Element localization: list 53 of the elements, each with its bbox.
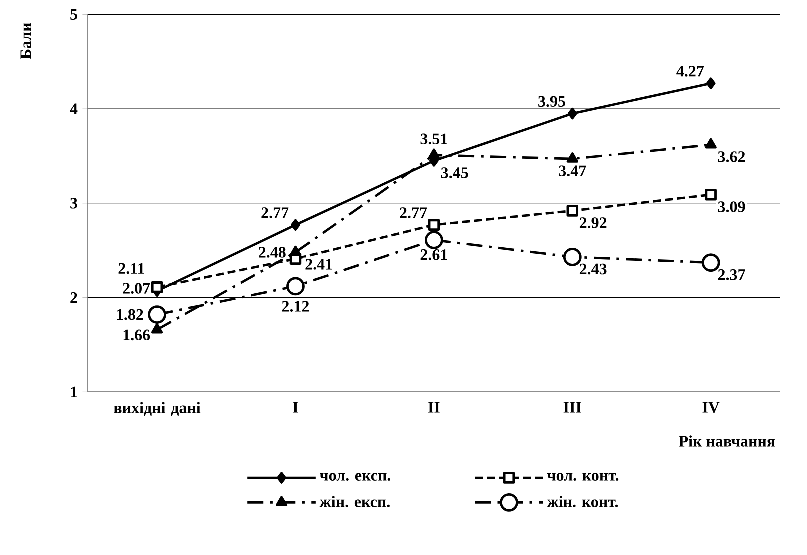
y-tick-label: 5 [70, 9, 78, 20]
data-label: 2.11 [118, 263, 144, 274]
y-tick-label: 1 [71, 386, 78, 398]
data-label: 3.62 [718, 152, 746, 162]
legend-label: жін. конт. [547, 496, 618, 508]
data-label: 3.45 [441, 168, 468, 178]
y-tick-label: 4 [70, 104, 78, 114]
data-label: 4.27 [676, 66, 704, 77]
point [291, 219, 300, 232]
y-tick-label: 3 [70, 198, 78, 209]
data-label: 2.77 [262, 208, 289, 219]
point [566, 152, 578, 163]
point [148, 306, 166, 324]
point [706, 78, 716, 90]
data-label: 2.41 [306, 259, 332, 270]
legend-label: жін. експ. [320, 496, 390, 508]
legend-label: чол. конт. [547, 473, 619, 482]
x-tick-label: II [428, 402, 440, 413]
x-tick-label: I [293, 402, 298, 413]
data-label: 3.95 [538, 96, 566, 108]
x-axis-title: Рік навчання [679, 436, 776, 447]
data-label: 3.09 [718, 202, 746, 213]
data-label: 2.48 [259, 247, 286, 258]
data-label: 3.47 [559, 166, 586, 177]
point [290, 246, 302, 256]
point [151, 282, 164, 294]
data-label: 2.07 [123, 283, 150, 294]
point [424, 231, 444, 250]
point [705, 189, 717, 201]
point [566, 205, 579, 217]
legend-label: чол. експ. [320, 473, 390, 482]
data-label: 3.51 [420, 134, 448, 145]
data-label: 2.12 [282, 301, 310, 312]
data-label: 2.92 [580, 218, 607, 229]
point [568, 108, 578, 120]
point [705, 138, 717, 149]
data-label: 2.37 [718, 270, 746, 280]
data-label: 1.66 [124, 330, 150, 341]
data-label: 2.61 [420, 250, 448, 260]
data-label: 2.43 [580, 264, 607, 275]
x-tick-label: III [564, 402, 582, 413]
point [563, 248, 582, 266]
x-tick-label: вихідні дані [114, 402, 201, 416]
point [702, 254, 720, 272]
point [151, 323, 164, 334]
point [428, 219, 440, 232]
x-tick-label: IV [702, 402, 720, 413]
point [428, 148, 440, 160]
y-tick-label: 2 [70, 292, 78, 304]
y-axis-title: Бали [20, 23, 32, 60]
data-label: 1.82 [117, 309, 144, 320]
point [286, 277, 305, 296]
data-label: 2.77 [400, 208, 428, 219]
